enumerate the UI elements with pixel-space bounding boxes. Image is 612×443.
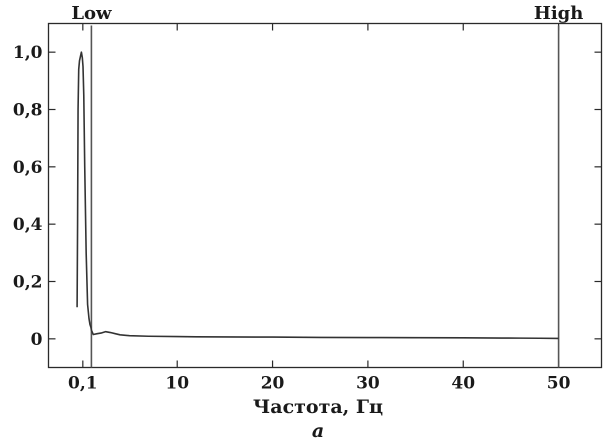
x-tick-label: 40 <box>451 374 475 394</box>
y-tick-label: 0 <box>31 330 43 350</box>
y-axis: 0 0,2 0,4 0,6 0,8 1,0 <box>13 43 602 350</box>
series-group <box>76 51 559 340</box>
y-tick-label: 0,6 <box>13 158 43 178</box>
x-tick-label: 50 <box>547 374 571 394</box>
band-marker-label: Low <box>71 3 112 24</box>
x-axis: 0,1 10 20 30 40 50 <box>68 23 571 394</box>
x-tick-label: 20 <box>261 374 285 394</box>
y-tick-label: 1,0 <box>13 43 43 63</box>
band-marker-label: High <box>534 3 584 24</box>
y-tick-label: 0,8 <box>13 101 43 121</box>
x-tick-label: 30 <box>356 374 380 394</box>
y-tick-label: 0,2 <box>13 273 43 293</box>
series-line <box>76 51 559 340</box>
plot-border <box>47 22 603 369</box>
x-axis-title: Частота, Гц <box>253 396 383 418</box>
y-tick-label: 0,4 <box>13 215 43 235</box>
plot-frame <box>47 22 603 369</box>
band-markers: Low High <box>71 3 583 368</box>
x-tick-label: 0,1 <box>68 374 98 394</box>
x-tick-label: 10 <box>165 374 189 394</box>
panel-label: a <box>312 420 324 442</box>
